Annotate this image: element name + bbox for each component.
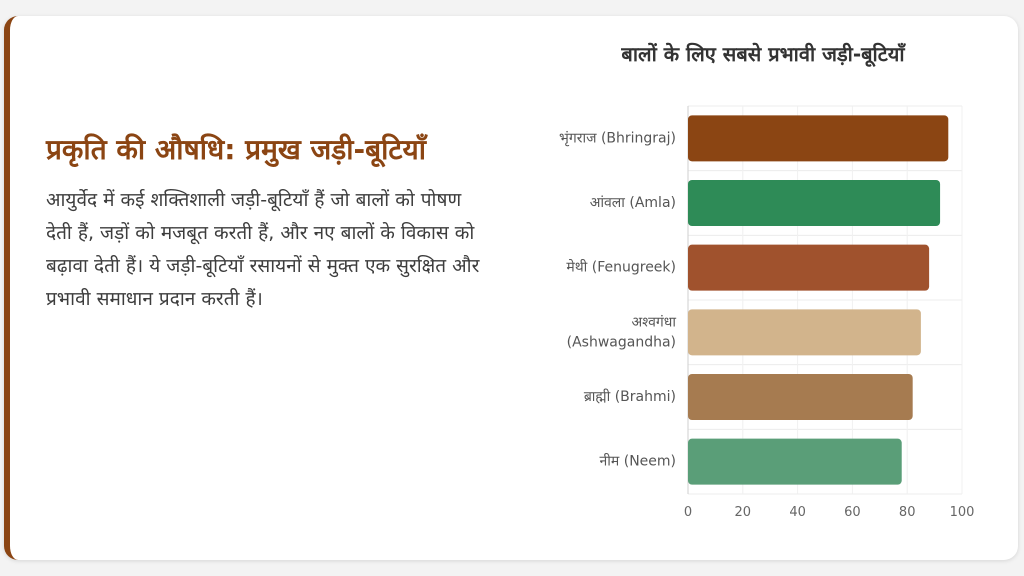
category-label-4: ब्राह्मी (Brahmi) xyxy=(584,388,676,405)
category-label-3-1: (Ashwagandha) xyxy=(567,334,676,350)
x-tick-label-80: 80 xyxy=(899,505,916,520)
category-label-5: नीम (Neem) xyxy=(600,453,676,470)
section-description: आयुर्वेद में कई शक्तिशाली जड़ी-बूटियाँ ह… xyxy=(46,189,480,310)
category-label-0: भृंगराज (Bhringraj) xyxy=(559,130,676,146)
x-tick-label-20: 20 xyxy=(735,505,752,520)
chart-title: बालों के लिए सबसे प्रभावी जड़ी-बूटियाँ xyxy=(621,42,905,66)
bar-1 xyxy=(688,180,941,226)
category-label-2: मेथी (Fenugreek) xyxy=(566,259,676,276)
section-heading: प्रकृति की औषधि: प्रमुख जड़ी-बूटियाँ xyxy=(46,133,426,166)
x-tick-label-100: 100 xyxy=(950,505,975,520)
x-tick-label-40: 40 xyxy=(789,505,806,520)
x-tick-label-60: 60 xyxy=(844,505,861,520)
category-label-3-0: अश्वगंधा xyxy=(631,314,676,330)
bar-5 xyxy=(688,438,902,485)
category-label-1: आंवला (Amla) xyxy=(590,195,676,211)
bar-3 xyxy=(688,309,921,356)
bar-0 xyxy=(688,115,949,162)
x-tick-label-0: 0 xyxy=(684,505,692,520)
bar-2 xyxy=(688,244,930,291)
left-column: प्रकृति की औषधि: प्रमुख जड़ी-बूटियाँ आयु… xyxy=(46,130,486,316)
bar-4 xyxy=(688,374,913,420)
